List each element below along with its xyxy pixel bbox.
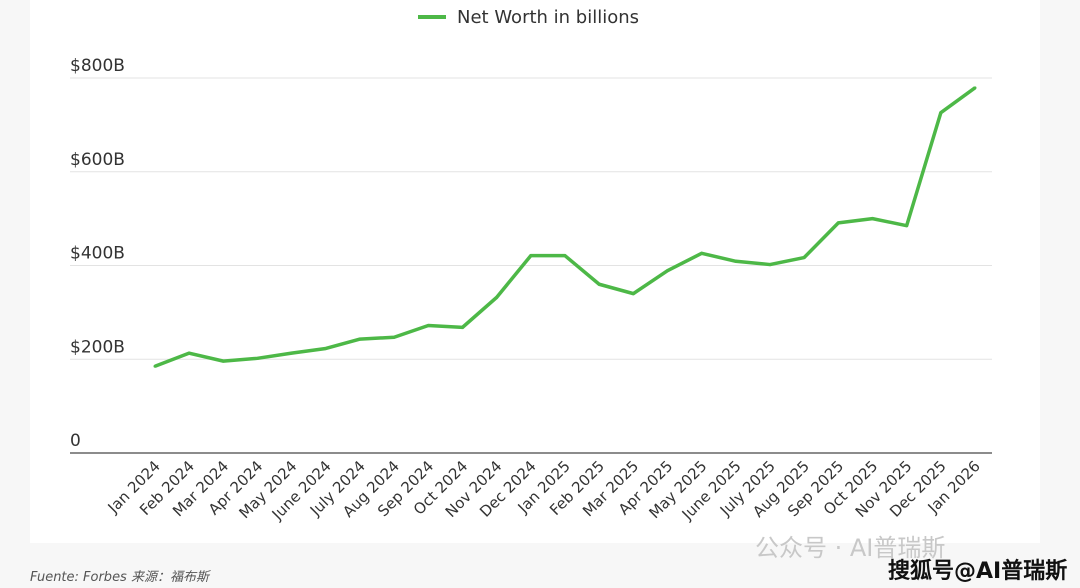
data-point: [461, 325, 464, 329]
data-point: [836, 221, 840, 225]
watermark-wechat: 公众号 · AI普瑞斯: [755, 534, 946, 562]
series-line: [154, 86, 977, 368]
data-point: [802, 256, 806, 260]
data-point: [358, 337, 362, 341]
legend-label: Net Worth in billions: [457, 7, 639, 28]
data-point: [426, 324, 430, 327]
data-point: [939, 111, 943, 115]
data-point: [221, 359, 225, 363]
data-point: [153, 364, 157, 368]
data-point: [529, 254, 533, 258]
data-point: [597, 282, 601, 286]
data-point: [290, 351, 294, 355]
data-point: [324, 346, 328, 350]
y-tick-label: $400B: [70, 244, 125, 264]
data-point: [700, 251, 704, 255]
data-point: [256, 356, 259, 360]
data-point: [495, 295, 499, 299]
data-point: [734, 259, 738, 263]
data-point: [973, 86, 977, 90]
data-point: [871, 217, 874, 221]
data-point: [563, 254, 567, 258]
data-point: [905, 224, 909, 228]
data-point: [666, 269, 669, 273]
watermark-sohu: 搜狐号@AI普瑞斯: [888, 559, 1068, 584]
data-point: [631, 292, 635, 296]
y-tick-label: $600B: [70, 150, 125, 170]
data-point: [187, 351, 191, 355]
data-point: [768, 263, 772, 267]
source-note: Fuente: Forbes 来源：福布斯: [30, 570, 209, 585]
y-tick-label: $200B: [70, 337, 125, 357]
y-tick-label: 0: [70, 431, 81, 451]
y-tick-label: $800B: [70, 56, 125, 76]
data-point: [392, 335, 396, 339]
